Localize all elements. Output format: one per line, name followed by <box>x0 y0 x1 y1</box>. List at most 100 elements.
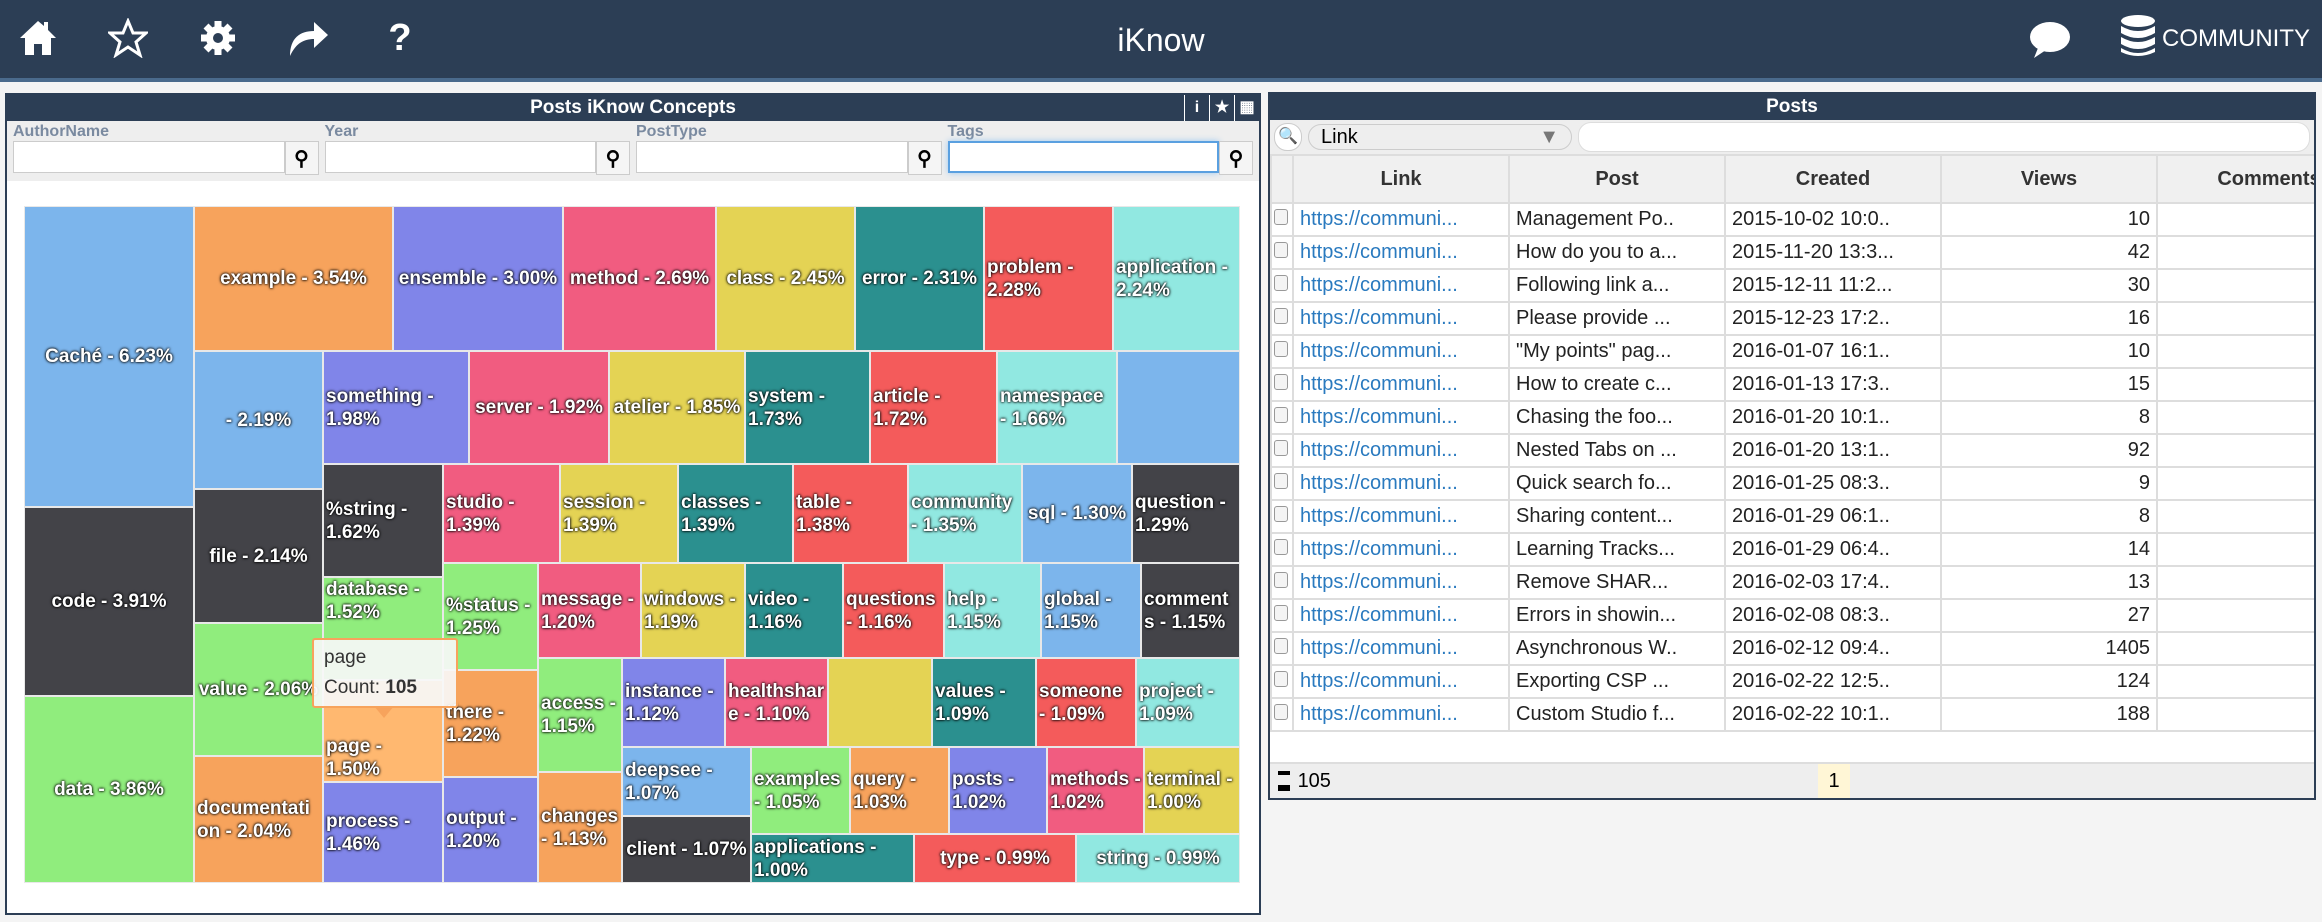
row-checkbox[interactable] <box>1274 638 1288 654</box>
row-checkbox[interactable] <box>1274 506 1288 522</box>
row-checkbox[interactable] <box>1274 671 1288 687</box>
link-cell[interactable]: https://communi... <box>1292 268 1510 303</box>
row-checkbox[interactable] <box>1274 308 1288 324</box>
treemap-cell-example[interactable]: example - 3.54% <box>194 206 393 351</box>
treemap-cell-help[interactable]: help - 1.15% <box>944 563 1041 658</box>
treemap-cell-string[interactable]: %string - 1.62% <box>323 464 443 577</box>
search-icon[interactable]: ⚲ <box>284 141 319 175</box>
search-icon[interactable]: ⚲ <box>596 141 630 175</box>
link-cell[interactable]: https://communi... <box>1292 301 1510 336</box>
community-button[interactable]: COMMUNITY <box>2120 14 2310 64</box>
treemap-cell-code[interactable]: code - 3.91% <box>24 507 194 696</box>
treemap-cell-community[interactable]: community - 1.35% <box>908 464 1022 563</box>
treemap-cell-unlabeled[interactable]: - 2.19% <box>194 351 323 489</box>
link-cell[interactable]: https://communi... <box>1292 499 1510 534</box>
treemap-cell-values[interactable]: values - 1.09% <box>932 658 1036 747</box>
table-row[interactable]: https://communi... Sharing content... 2016… <box>1270 499 2314 534</box>
grid-icon[interactable]: ▦ <box>1234 95 1259 121</box>
link-cell[interactable]: https://communi... <box>1292 598 1510 633</box>
treemap-cell-classes[interactable]: classes - 1.39% <box>678 464 793 563</box>
link-cell[interactable]: https://communi... <box>1292 697 1510 732</box>
table-row[interactable]: https://communi... Following link a... 201… <box>1270 268 2314 303</box>
table-row[interactable]: https://communi... "My points" pag... 2016… <box>1270 334 2314 369</box>
table-row[interactable]: https://communi... Please provide ... 2015… <box>1270 301 2314 336</box>
treemap-cell-system[interactable]: system - 1.73% <box>745 351 870 464</box>
row-checkbox[interactable] <box>1274 539 1288 555</box>
treemap-cell-access[interactable]: access - 1.15% <box>538 658 622 772</box>
treemap-cell-studio[interactable]: studio - 1.39% <box>443 464 560 563</box>
treemap-cell-output[interactable]: output - 1.20% <box>443 777 538 883</box>
posts-search-input[interactable] <box>1578 122 2310 152</box>
treemap-cell-message[interactable]: message - 1.20% <box>538 563 641 658</box>
chat-icon[interactable] <box>2028 18 2072 62</box>
treemap-cell-article[interactable]: article - 1.72% <box>870 351 997 464</box>
search-icon[interactable]: 🔍 <box>1274 123 1302 151</box>
treemap-cell-string[interactable]: string - 0.99% <box>1076 834 1240 883</box>
table-row[interactable]: https://communi... Nested Tabs on ... 2016… <box>1270 433 2314 468</box>
year-input[interactable] <box>324 141 596 173</box>
home-icon[interactable] <box>16 16 60 60</box>
treemap-cell-client[interactable]: client - 1.07% <box>622 816 751 883</box>
treemap-cell-something[interactable]: something - 1.98% <box>323 351 469 464</box>
table-row[interactable]: https://communi... Asynchronous W.. 2016-0… <box>1270 631 2314 666</box>
treemap-cell-table[interactable]: table - 1.38% <box>793 464 908 563</box>
row-checkbox[interactable] <box>1274 209 1288 225</box>
treemap-cell-session[interactable]: session - 1.39% <box>560 464 678 563</box>
treemap-cell-error[interactable]: error - 2.31% <box>855 206 984 351</box>
treemap-cell-healthshare[interactable]: healthshare - 1.10% <box>725 658 828 747</box>
table-row[interactable]: https://communi... Custom Studio f... 2016… <box>1270 697 2314 732</box>
link-cell[interactable]: https://communi... <box>1292 367 1510 402</box>
link-cell[interactable]: https://communi... <box>1292 400 1510 435</box>
treemap-cell-problem[interactable]: problem - 2.28% <box>984 206 1113 351</box>
row-checkbox[interactable] <box>1274 572 1288 588</box>
treemap-cell-data[interactable]: data - 3.86% <box>24 696 194 883</box>
search-icon[interactable]: ⚲ <box>1219 141 1253 175</box>
link-cell[interactable]: https://communi... <box>1292 631 1510 666</box>
table-row[interactable]: https://communi... Remove SHAR... 2016-02-… <box>1270 565 2314 600</box>
row-checkbox[interactable] <box>1274 605 1288 621</box>
treemap-cell-question[interactable]: question - 1.29% <box>1132 464 1240 563</box>
authorname-input[interactable] <box>13 141 285 173</box>
favorite-icon[interactable]: ★ <box>1209 95 1234 121</box>
treemap-cell-method[interactable]: method - 2.69% <box>563 206 716 351</box>
treemap-cell-value[interactable]: value - 2.06% <box>194 623 323 756</box>
column-header-created[interactable]: Created <box>1724 154 1942 204</box>
table-row[interactable]: https://communi... How to create c... 2016… <box>1270 367 2314 402</box>
row-checkbox[interactable] <box>1274 473 1288 489</box>
search-field-select[interactable]: Link ▼ <box>1308 124 1572 150</box>
gear-icon[interactable] <box>196 16 240 60</box>
treemap-cell-server[interactable]: server - 1.92% <box>469 351 609 464</box>
column-header-views[interactable]: Views <box>1940 154 2158 204</box>
treemap-cell-unlabeled[interactable] <box>1117 351 1240 464</box>
row-checkbox[interactable] <box>1274 275 1288 291</box>
column-header-post[interactable]: Post <box>1508 154 1726 204</box>
treemap-cell-instance[interactable]: instance - 1.12% <box>622 658 725 747</box>
row-checkbox[interactable] <box>1274 704 1288 720</box>
treemap-cell-unlabeled[interactable] <box>828 658 932 747</box>
help-icon[interactable]: ? <box>388 16 412 59</box>
treemap-cell-comments[interactable]: comments - 1.15% <box>1141 563 1240 658</box>
link-cell[interactable]: https://communi... <box>1292 532 1510 567</box>
link-cell[interactable]: https://communi... <box>1292 466 1510 501</box>
info-icon[interactable]: i <box>1184 95 1209 121</box>
treemap-cell-cach[interactable]: Caché - 6.23% <box>24 206 194 507</box>
share-icon[interactable] <box>286 16 330 60</box>
treemap-cell-type[interactable]: type - 0.99% <box>914 834 1076 883</box>
treemap-cell-process[interactable]: process - 1.46% <box>323 782 443 883</box>
treemap-cell-terminal[interactable]: terminal - 1.00% <box>1144 747 1240 834</box>
row-checkbox[interactable] <box>1274 374 1288 390</box>
treemap-cell-applications[interactable]: applications - 1.00% <box>751 834 914 883</box>
treemap-cell-class[interactable]: class - 2.45% <box>716 206 855 351</box>
treemap-cell-atelier[interactable]: atelier - 1.85% <box>609 351 745 464</box>
link-cell[interactable]: https://communi... <box>1292 334 1510 369</box>
row-checkbox[interactable] <box>1274 440 1288 456</box>
table-row[interactable]: https://communi... How do you to a... 2015… <box>1270 235 2314 270</box>
treemap-cell-methods[interactable]: methods - 1.02% <box>1047 747 1144 834</box>
treemap-cell-application[interactable]: application - 2.24% <box>1113 206 1240 351</box>
row-checkbox[interactable] <box>1274 407 1288 423</box>
table-row[interactable]: https://communi... Management Po.. 2015-10… <box>1270 202 2314 237</box>
table-row[interactable]: https://communi... Quick search fo... 2016… <box>1270 466 2314 501</box>
treemap-cell-posts[interactable]: posts - 1.02% <box>949 747 1047 834</box>
treemap-cell-ensemble[interactable]: ensemble - 3.00% <box>393 206 563 351</box>
treemap-cell-video[interactable]: video - 1.16% <box>745 563 843 658</box>
